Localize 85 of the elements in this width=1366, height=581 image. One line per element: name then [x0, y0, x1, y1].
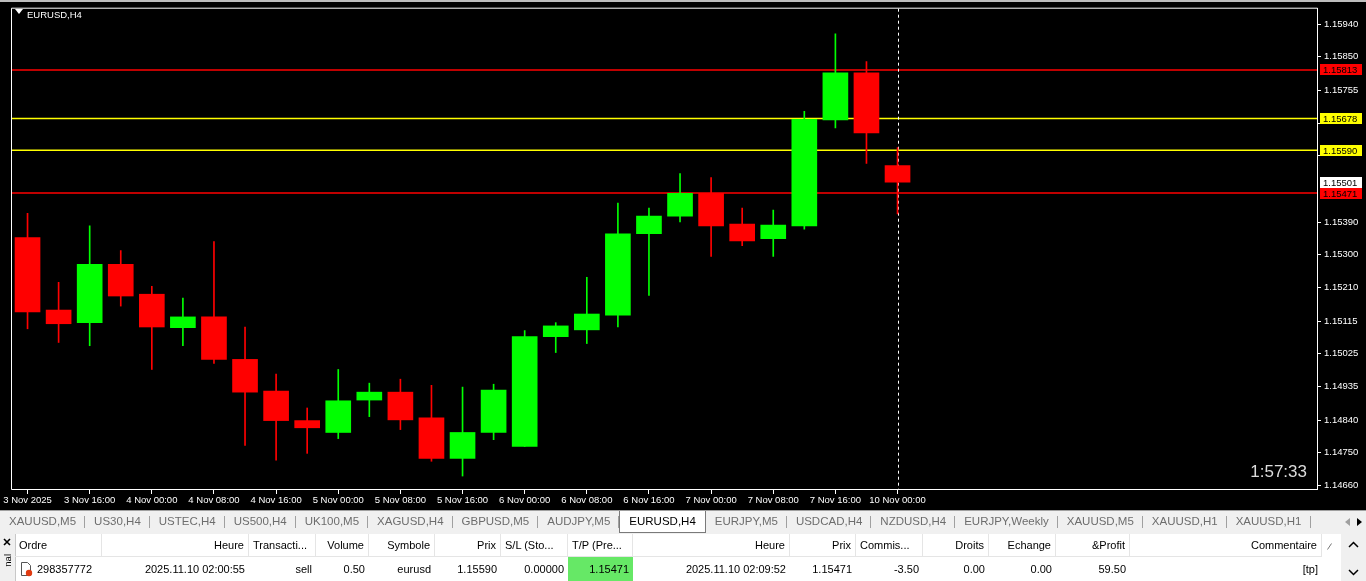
ref-line-label: 1.15471	[1323, 187, 1358, 199]
x-tick-label: 4 Nov 00:00	[126, 494, 178, 506]
text: [tp]	[1301, 562, 1319, 577]
text: Echange	[989, 534, 1056, 557]
text: Symbole	[369, 534, 435, 557]
text: Ordre	[15, 534, 102, 557]
text: GBPUSD,M5	[452, 511, 539, 532]
text: Prix	[435, 534, 501, 557]
text: 1.15471	[811, 562, 853, 577]
candlestick	[636, 207, 662, 296]
y-tick-label: 1.15755	[1324, 84, 1359, 96]
text: Commis...	[856, 534, 923, 557]
text: &Profit	[1056, 534, 1130, 557]
chart-title: EURUSD,H4	[27, 9, 82, 21]
x-tick-label: 7 Nov 08:00	[747, 494, 799, 506]
x-tick-label: 7 Nov 00:00	[685, 494, 737, 506]
text: Transacti...	[249, 534, 316, 557]
text: AUDJPY,M5	[538, 511, 620, 532]
text: Droits	[923, 534, 989, 557]
text: Heure	[102, 534, 249, 557]
text: sell	[294, 562, 313, 577]
y-tick-label: 1.14750	[1324, 446, 1359, 458]
text: XAUUSD,M5	[0, 511, 86, 532]
y-tick-label: 1.15940	[1324, 17, 1359, 29]
text: 0.50	[342, 562, 366, 577]
text: XAGUSD,H4	[368, 511, 453, 532]
text: EURJPY,M5	[705, 511, 787, 532]
text: 0.00	[1029, 562, 1053, 577]
y-tick-label: 1.15210	[1324, 280, 1359, 292]
text: 0.00000	[523, 562, 565, 577]
ref-line-label: 1.15813	[1323, 63, 1358, 75]
x-tick-label: 3 Nov 2025	[3, 494, 52, 506]
text: Commentaire	[1130, 534, 1322, 557]
ref-line-label: 1.15678	[1323, 112, 1358, 124]
candlestick	[573, 276, 600, 344]
ref-line-label: 1.15590	[1323, 144, 1358, 156]
text: USDCAD,H4	[786, 511, 872, 532]
x-tick-label: 6 Nov 00:00	[499, 494, 551, 506]
text: UK100,M5	[295, 511, 369, 532]
y-tick-label: 1.15115	[1324, 314, 1358, 326]
text: nal	[2, 554, 13, 567]
text: 2025.11.10 02:00:55	[143, 562, 246, 577]
text: US30,H4	[85, 511, 150, 532]
y-tick-label: 1.14935	[1324, 379, 1359, 391]
y-tick-label: 1.15025	[1324, 347, 1359, 359]
text: S/L (Sto...	[501, 534, 568, 557]
text: 2025.11.10 02:09:52	[684, 562, 787, 577]
x-tick-label: 6 Nov 08:00	[561, 494, 613, 506]
x-tick-label: 4 Nov 16:00	[250, 494, 302, 506]
text: T/P (Pre...	[568, 534, 633, 557]
text: 59.50	[1097, 562, 1127, 577]
text: US500,H4	[224, 511, 296, 532]
text: Prix	[790, 534, 856, 557]
x-tick-label: 3 Nov 16:00	[64, 494, 116, 506]
text: XAUUSD,H1	[1142, 511, 1227, 532]
x-tick-label: 10 Nov 00:00	[869, 494, 926, 506]
x-tick-label: 5 Nov 16:00	[436, 494, 489, 506]
text: eurusd	[396, 562, 432, 577]
text: 1.15471	[568, 557, 633, 581]
text: NZDUSD,H4	[871, 511, 956, 532]
text: Heure	[633, 534, 790, 557]
y-tick-label: 1.15390	[1324, 215, 1359, 227]
y-tick-label: 1.15850	[1324, 50, 1359, 62]
x-tick-label: 6 Nov 16:00	[623, 494, 675, 506]
x-tick-label: 5 Nov 08:00	[374, 494, 427, 506]
text: 1.15590	[456, 562, 498, 577]
candlestick	[356, 382, 383, 417]
annotation: 1:57:33	[1250, 462, 1307, 481]
text: -3.50	[892, 562, 920, 577]
y-tick-label: 1.15300	[1324, 248, 1359, 260]
text: XAUUSD,H1	[1226, 511, 1311, 532]
x-tick-label: 4 Nov 08:00	[188, 494, 240, 506]
text: 298357772	[36, 562, 94, 577]
x-tick-label: 5 Nov 00:00	[312, 494, 364, 506]
candlestick	[294, 407, 321, 454]
text: Volume	[316, 534, 369, 557]
x-tick-label: 7 Nov 16:00	[809, 494, 862, 506]
candlestick	[170, 297, 196, 347]
text: USTEC,H4	[149, 511, 225, 532]
text: 0.00	[962, 562, 986, 577]
y-tick-label: 1.14660	[1324, 478, 1359, 490]
text: XAUUSD,M5	[1057, 511, 1143, 532]
text: 1.15501	[1323, 176, 1358, 188]
text: EURJPY,Weekly	[955, 511, 1058, 532]
y-tick-label: 1.14840	[1324, 413, 1359, 425]
